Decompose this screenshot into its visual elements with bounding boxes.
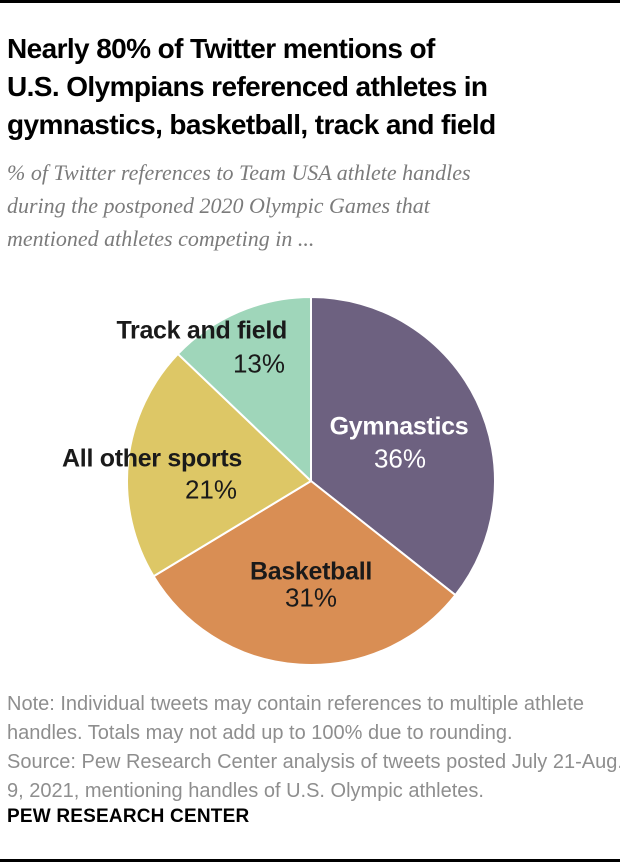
source-line: 9, 2021, mentioning handles of U.S. Olym… xyxy=(7,780,484,802)
pie-slice-basketball xyxy=(152,480,457,667)
chart-title-line: gymnastics, basketball, track and field xyxy=(7,109,496,140)
chart-title-line: U.S. Olympians referenced athletes in xyxy=(7,71,488,102)
chart-subtitle-line: % of Twitter references to Team USA athl… xyxy=(7,160,471,185)
slice-label-basketball: Basketball xyxy=(249,557,373,586)
pie-chart: Gymnastics 36% Basketball 31% All other … xyxy=(0,287,620,677)
chart-subtitle-line: during the postponed 2020 Olympic Games … xyxy=(7,193,430,218)
pie-slice-gymnastics xyxy=(310,296,497,597)
pie-slice-track-and-field xyxy=(176,296,312,482)
chart-subtitle-line: mentioned athletes competing in ... xyxy=(7,226,315,251)
slice-label-all-other-sports: All other sports xyxy=(62,444,242,473)
pew-research-center-wordmark: PEW RESEARCH CENTER xyxy=(7,806,250,827)
chart-subtitle: % of Twitter references to Team USA athl… xyxy=(7,156,613,255)
pie-chart-svg xyxy=(126,296,497,667)
pie-slice-all-other-sports xyxy=(126,352,312,578)
slice-label-track-and-field: Track and field xyxy=(116,316,287,345)
chart-title-line: Nearly 80% of Twitter mentions of xyxy=(7,33,435,64)
chart-note: Note: Individual tweets may contain refe… xyxy=(7,690,620,806)
chart-title: Nearly 80% of Twitter mentions of U.S. O… xyxy=(7,30,613,144)
slice-label-gymnastics: Gymnastics xyxy=(329,412,469,441)
note-line: Note: Individual tweets may contain refe… xyxy=(7,693,584,715)
bottom-rule xyxy=(0,859,620,862)
top-rule xyxy=(0,0,620,3)
note-line: handles. Totals may not add up to 100% d… xyxy=(7,722,513,744)
slice-value-all-other-sports: 21% xyxy=(184,474,237,505)
slice-value-gymnastics: 36% xyxy=(373,443,427,474)
slice-value-track-and-field: 13% xyxy=(232,348,285,379)
slice-value-basketball: 31% xyxy=(284,582,338,613)
source-line: Source: Pew Research Center analysis of … xyxy=(7,751,620,773)
